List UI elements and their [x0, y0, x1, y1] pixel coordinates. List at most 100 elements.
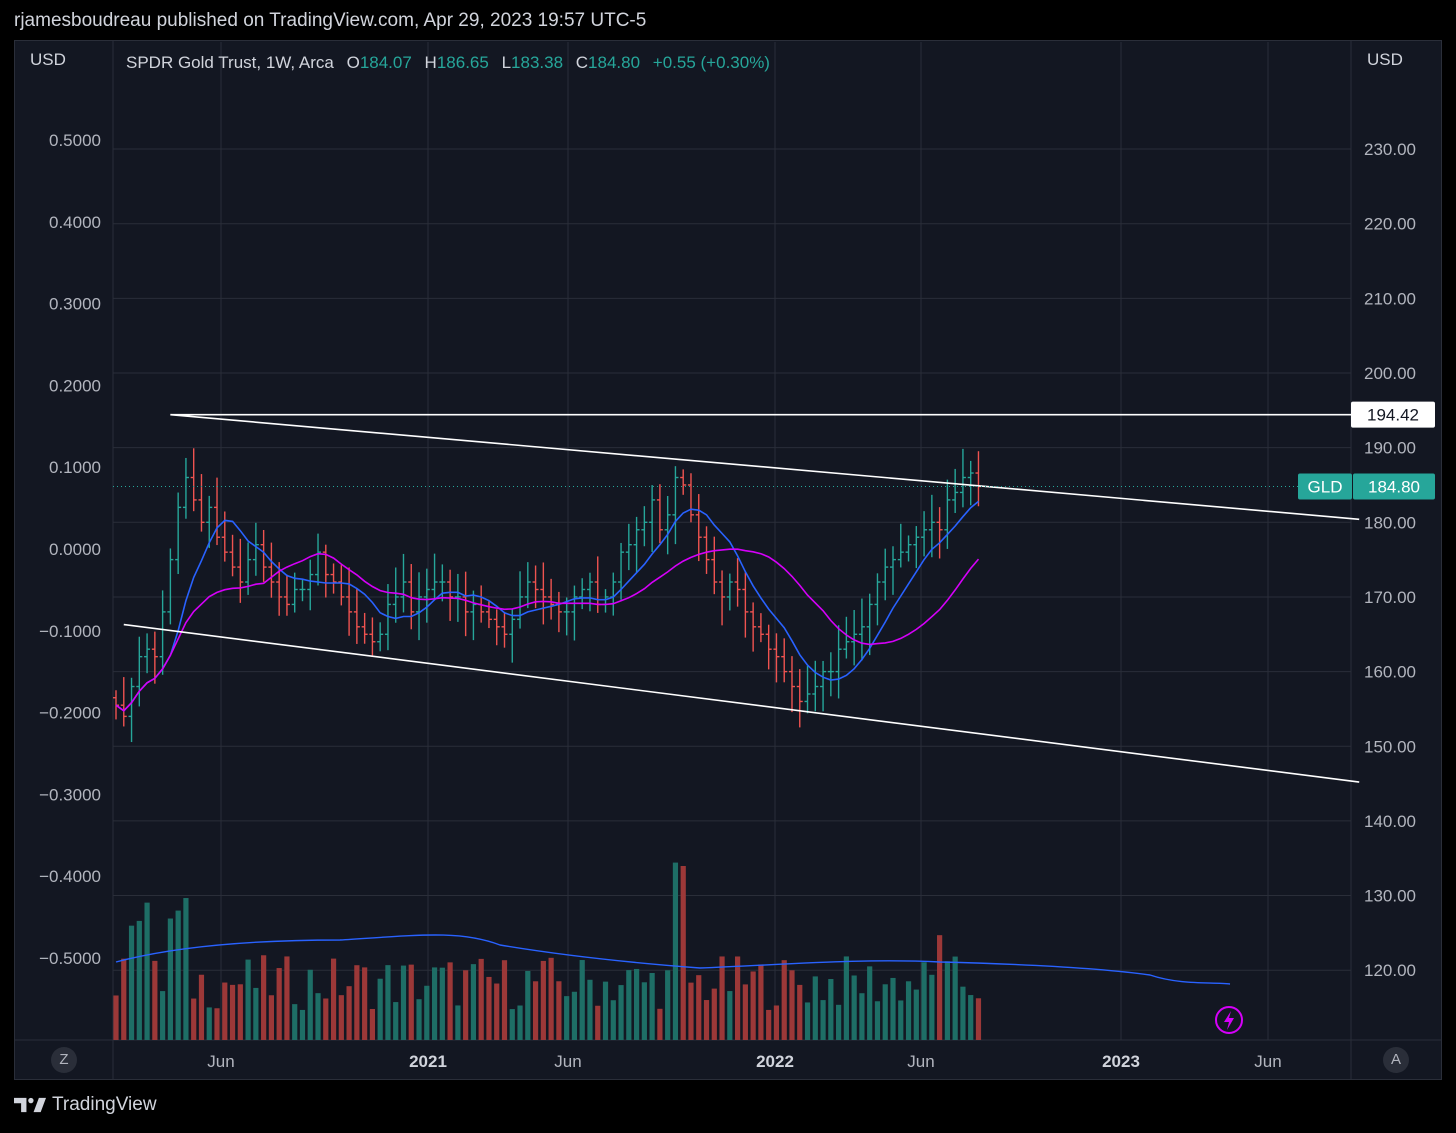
left-axis-tick: 0.3000: [49, 295, 101, 314]
legend-high: 186.65: [436, 53, 489, 72]
volume-bar: [315, 993, 321, 1040]
volume-bar: [152, 960, 158, 1040]
left-axis-tick: −0.3000: [39, 785, 101, 804]
volume-bar: [183, 898, 189, 1040]
footer-brand: TradingView: [14, 1094, 157, 1116]
volume-bar: [781, 960, 787, 1040]
symbol-tag: [1298, 473, 1352, 500]
volume-bar: [773, 1005, 780, 1040]
volume-bar: [393, 1002, 399, 1040]
footer-brand-text: TradingView: [52, 1094, 157, 1115]
left-axis-tick: 0.5000: [49, 131, 101, 150]
volume-bar: [556, 981, 562, 1040]
volume-bar: [742, 984, 748, 1040]
volume-bar: [439, 967, 445, 1040]
left-axis-tick: 0.1000: [49, 458, 101, 477]
volume-bar: [463, 970, 469, 1040]
volume-bar: [160, 991, 166, 1040]
volume-bar: [525, 970, 531, 1040]
volume-bar: [812, 976, 818, 1040]
volume-bar: [229, 984, 236, 1040]
volume-bar: [509, 1009, 515, 1040]
date-axis-tick: Jun: [554, 1052, 581, 1071]
volume-bar: [292, 1004, 298, 1040]
moving-average-fast: [115, 500, 980, 712]
legend-high-label: H: [424, 53, 437, 72]
legend-low: 183.38: [511, 53, 564, 72]
volume-bar: [128, 925, 135, 1040]
volume-bar: [431, 967, 438, 1040]
volume-bar: [750, 971, 756, 1040]
right-axis-tick: 180.00: [1364, 513, 1416, 532]
price-tag-last: [1353, 473, 1435, 500]
volume-bar: [610, 1000, 616, 1040]
volume-bar: [369, 1008, 376, 1040]
volume-bar: [618, 985, 624, 1040]
date-axis-tick: Jun: [207, 1052, 234, 1071]
legend-open: 184.07: [359, 53, 412, 72]
volume-bar: [595, 1005, 601, 1040]
volume-bar: [587, 979, 593, 1040]
volume-bar: [330, 958, 337, 1040]
volume-bar: [284, 956, 290, 1040]
volume-bar: [198, 974, 205, 1040]
chart-frame[interactable]: [14, 40, 1442, 1080]
volume-bar: [867, 966, 873, 1040]
left-axis-tick: 0.2000: [49, 376, 101, 395]
volume-bar: [362, 967, 368, 1040]
volume-average-line: [115, 934, 1231, 985]
symbol-legend[interactable]: SPDR Gold Trust, 1W, Arca O184.07 H186.6…: [126, 53, 770, 73]
volume-moving-average: [115, 934, 1231, 985]
volume-bar: [261, 955, 267, 1040]
legend-low-label: L: [501, 53, 512, 72]
volume-bar: [408, 964, 414, 1040]
volume-bar: [975, 998, 982, 1040]
volume-bar: [968, 995, 974, 1040]
legend-close-label: C: [575, 53, 589, 72]
volume-bar: [859, 993, 865, 1040]
volume-bar: [797, 984, 803, 1040]
volume-bar: [602, 981, 609, 1040]
volume-bar: [633, 968, 640, 1040]
legend-symbol[interactable]: SPDR Gold Trust, 1W, Arca: [126, 53, 334, 72]
volume-bar: [548, 957, 554, 1040]
volume-bar: [206, 1007, 212, 1040]
date-axis: Jun 2021 Jun 2022 Jun 2023 Jun: [207, 1052, 1281, 1071]
left-axis-tick: −0.1000: [39, 622, 101, 641]
volume-bar: [470, 964, 477, 1040]
date-axis-tick: 2023: [1102, 1052, 1140, 1071]
volume-bar: [696, 975, 702, 1040]
volume-bar: [346, 986, 352, 1040]
volume-bar: [874, 1001, 881, 1040]
volume-bar: [719, 956, 725, 1040]
volume-bar: [121, 958, 127, 1040]
left-axis-tick: −0.4000: [39, 867, 101, 886]
lightning-icon-bolt: [1224, 1011, 1234, 1030]
symbol-tag-label: GLD: [1308, 477, 1343, 496]
volume-bar: [913, 989, 919, 1040]
right-axis-unit: USD: [1367, 50, 1403, 69]
volume-bar: [649, 972, 655, 1040]
volume-bar: [665, 970, 671, 1040]
auto-scale-left-button[interactable]: Z: [51, 1047, 77, 1073]
price-bars: [113, 448, 982, 743]
legend-open-label: O: [346, 53, 360, 72]
volume-bar: [253, 987, 259, 1040]
tradingview-logo-icon: [14, 1097, 46, 1113]
moving-averages: [115, 500, 980, 712]
price-tag-last-label: 184.80: [1368, 477, 1420, 496]
volume-bar: [191, 998, 197, 1040]
volume-bar: [898, 1000, 904, 1040]
volume-bar: [338, 995, 344, 1040]
trendlines: [113, 413, 1360, 783]
auto-scale-right-button[interactable]: A: [1383, 1047, 1409, 1073]
volume-bar: [937, 935, 943, 1040]
volume-bar: [517, 1005, 523, 1040]
volume-bar: [758, 964, 764, 1040]
volume-bar: [564, 996, 570, 1040]
volume-bar: [828, 979, 834, 1040]
volume-bar: [323, 998, 329, 1040]
right-axis-tick: 130.00: [1364, 887, 1416, 906]
volume-bar: [688, 982, 694, 1040]
